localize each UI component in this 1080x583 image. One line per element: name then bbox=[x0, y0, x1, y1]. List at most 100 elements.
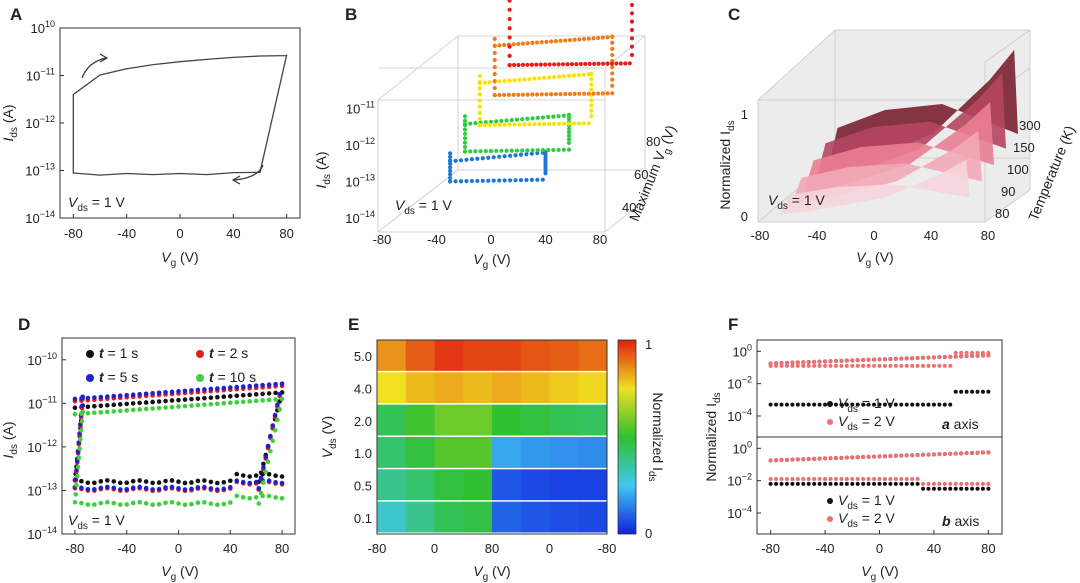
panel-b-point bbox=[610, 71, 615, 76]
panel-f-point bbox=[877, 357, 882, 362]
panel-e-x-axis-label: Vg (V) bbox=[473, 563, 510, 583]
panel-e-y-tick-label: 1.0 bbox=[354, 446, 372, 461]
panel-f-point bbox=[774, 458, 779, 463]
panel-b-point bbox=[520, 92, 526, 97]
panel-d-point bbox=[273, 397, 278, 402]
panel-e-cell bbox=[463, 404, 493, 436]
panel-b-point bbox=[551, 114, 556, 119]
panel-f-point bbox=[861, 358, 866, 363]
panel-b-point bbox=[600, 61, 606, 66]
panel-d-point bbox=[169, 499, 175, 505]
panel-d-point bbox=[266, 471, 272, 477]
panel-d-point bbox=[221, 400, 227, 406]
panel-f-point bbox=[904, 477, 909, 482]
panel-f-point bbox=[942, 451, 947, 456]
panel-b-point bbox=[610, 65, 615, 70]
panel-f-point bbox=[872, 477, 877, 482]
panel-f-point bbox=[833, 477, 838, 482]
panel-b-point bbox=[448, 154, 453, 159]
panel-f-point bbox=[795, 360, 800, 365]
panel-b-point bbox=[551, 147, 556, 153]
panel-f-point bbox=[768, 477, 773, 482]
panel-d-point bbox=[202, 387, 207, 392]
panel-d-point bbox=[234, 471, 240, 477]
panel-d-point bbox=[208, 479, 214, 485]
panel-c-x-tick-label: -40 bbox=[808, 228, 827, 243]
panel-d-point bbox=[202, 478, 207, 483]
panel-b-point bbox=[525, 148, 530, 153]
panel-c-x-tick-label: 80 bbox=[981, 228, 995, 243]
panel-b-point bbox=[539, 92, 544, 97]
panel-f-point bbox=[980, 450, 985, 455]
panel-f-point bbox=[986, 389, 991, 394]
panel-f-point bbox=[850, 477, 855, 482]
panel-b-point bbox=[522, 77, 527, 82]
panel-f-legend-label: Vds = 1 V bbox=[838, 395, 896, 415]
panel-f-point bbox=[921, 402, 926, 407]
panel-b-point bbox=[589, 87, 594, 92]
panel-d-point bbox=[260, 391, 265, 397]
panel-d-point bbox=[240, 384, 246, 389]
panel-a-y-tick-label: 10−11 bbox=[26, 67, 55, 84]
panel-b-point bbox=[581, 121, 586, 126]
panel-e-cell bbox=[463, 340, 493, 371]
panel-f-point bbox=[959, 451, 964, 456]
panel-e-colorbar bbox=[617, 339, 637, 535]
panel-a-vds-annotation: Vds = 1 V bbox=[68, 194, 126, 214]
panel-c-surface bbox=[780, 160, 970, 214]
panel-d-point bbox=[215, 394, 220, 400]
panel-d-point bbox=[227, 500, 233, 505]
panel-d-point bbox=[189, 486, 194, 492]
panel-e-cell bbox=[434, 372, 464, 404]
panel-b-point bbox=[483, 148, 488, 154]
panel-d-point bbox=[195, 485, 201, 490]
panel-f-point bbox=[931, 452, 936, 457]
panel-f-point bbox=[937, 355, 942, 360]
panel-d-point bbox=[176, 485, 181, 491]
panel-d-x-ticks: -80 -40 0 40 80 bbox=[66, 530, 289, 556]
panel-b-point bbox=[530, 148, 535, 153]
panel-b-point bbox=[504, 148, 509, 153]
panel-b-point bbox=[475, 156, 480, 161]
panel-d-point bbox=[275, 417, 280, 423]
panel-b-point bbox=[458, 158, 464, 163]
panel-b-point bbox=[497, 79, 502, 84]
panel-d-x-tick-label: -40 bbox=[117, 541, 136, 556]
panel-f-point bbox=[806, 481, 811, 486]
panel-d-point bbox=[130, 485, 136, 491]
panel-a-y-ticks: 1010 10−11 10−12 10−13 10−14 bbox=[25, 19, 64, 226]
panel-f-point bbox=[959, 350, 964, 355]
panel-d-point bbox=[272, 412, 278, 418]
panel-e-x-tick-label: -80 bbox=[368, 541, 387, 556]
panel-c-x-tick-label: -80 bbox=[751, 228, 770, 243]
panel-b-point bbox=[475, 178, 480, 184]
panel-d-point bbox=[79, 500, 84, 506]
panel-f-point bbox=[872, 363, 877, 368]
panel-d-point bbox=[189, 403, 194, 408]
panel-f-point bbox=[817, 402, 822, 407]
panel-b-point bbox=[507, 35, 512, 40]
panel-d-point bbox=[221, 501, 227, 507]
panel-a-x-tick-label: 0 bbox=[176, 226, 183, 241]
panel-d-point bbox=[79, 485, 84, 491]
panel-b-point bbox=[477, 104, 482, 109]
panel-b-x-tick-label: 0 bbox=[487, 232, 494, 247]
panel-d-point bbox=[111, 479, 117, 484]
panel-d-point bbox=[215, 480, 220, 486]
panel-b-point bbox=[589, 82, 594, 87]
panel-f-point bbox=[937, 486, 942, 491]
panel-d-point bbox=[77, 446, 82, 451]
panel-f-point bbox=[975, 353, 980, 358]
panel-b-point bbox=[499, 148, 504, 153]
panel-f-point bbox=[833, 363, 838, 368]
panel-f-point bbox=[790, 481, 795, 486]
panel-d-point bbox=[234, 400, 240, 405]
panel-b-point bbox=[502, 92, 507, 98]
panel-c-z-axis-label: Temperature (K) bbox=[1025, 123, 1078, 223]
panel-f-point bbox=[823, 481, 828, 486]
panel-b-point bbox=[581, 36, 587, 42]
panel-f-y-tick-label: 10−4 bbox=[727, 504, 752, 521]
panel-d-point bbox=[80, 394, 86, 400]
panel-d-point bbox=[273, 381, 278, 387]
panel-f-point bbox=[980, 389, 985, 394]
